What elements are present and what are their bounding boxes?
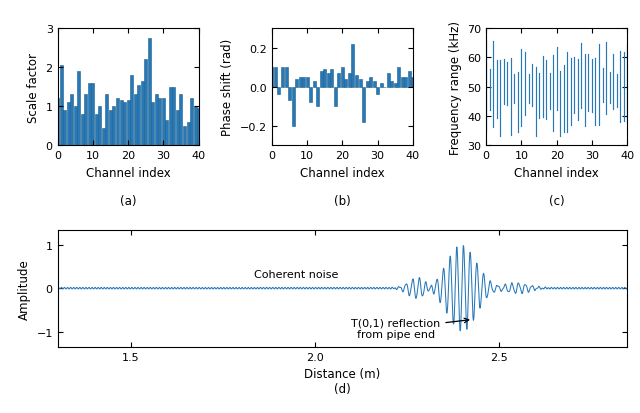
Bar (408, 72, 411, 88)
Bar (330, 70, 333, 88)
Bar (60, 66, 63, 146)
Bar (169, 88, 172, 146)
Bar (127, 101, 129, 146)
Bar (109, 111, 112, 146)
Bar (306, 78, 308, 88)
Bar (401, 78, 404, 88)
Bar (106, 95, 108, 146)
Text: (b): (b) (334, 195, 351, 208)
Bar (81, 115, 84, 146)
Bar (92, 83, 94, 146)
Bar (412, 78, 414, 88)
Bar (99, 107, 101, 146)
Bar (394, 83, 397, 88)
Bar (67, 103, 70, 146)
Bar (176, 111, 179, 146)
Bar (387, 74, 390, 88)
Bar (70, 95, 73, 146)
Y-axis label: Phase shift (rad): Phase shift (rad) (221, 39, 234, 136)
Bar (376, 88, 379, 95)
Bar (155, 95, 158, 146)
Bar (278, 88, 280, 95)
Bar (162, 99, 165, 146)
Bar (141, 81, 144, 146)
Bar (74, 107, 77, 146)
Bar (355, 76, 358, 88)
Bar (179, 95, 182, 146)
Bar (285, 68, 287, 88)
Bar (281, 68, 284, 88)
Bar (197, 109, 200, 146)
Bar (337, 74, 340, 88)
Bar (63, 111, 66, 146)
Bar (56, 99, 59, 146)
Bar (404, 78, 407, 88)
Bar (193, 107, 196, 146)
Bar (190, 99, 193, 146)
Bar (316, 88, 319, 107)
Bar (77, 72, 80, 146)
Bar (186, 122, 189, 146)
Bar (362, 88, 365, 122)
X-axis label: Channel index: Channel index (300, 166, 385, 179)
Text: T(0,1) reflection
from pipe end: T(0,1) reflection from pipe end (351, 318, 468, 339)
Bar (369, 78, 372, 88)
Text: (a): (a) (120, 195, 136, 208)
Bar (292, 88, 294, 126)
Bar (183, 126, 186, 146)
Bar (137, 85, 140, 146)
Bar (390, 81, 393, 88)
Bar (348, 74, 351, 88)
Text: Coherent noise: Coherent noise (254, 269, 339, 279)
Bar (365, 81, 369, 88)
Bar (88, 83, 91, 146)
Bar (274, 68, 277, 88)
Bar (95, 115, 98, 146)
X-axis label: Channel index: Channel index (515, 166, 599, 179)
Bar (165, 121, 168, 146)
Bar (320, 72, 323, 88)
Bar (295, 80, 298, 88)
Bar (120, 101, 122, 146)
Bar (358, 80, 362, 88)
Bar (309, 88, 312, 103)
Bar (134, 95, 137, 146)
Bar (344, 80, 348, 88)
Bar (327, 74, 330, 88)
Y-axis label: Frequency range (kHz): Frequency range (kHz) (449, 21, 461, 154)
X-axis label: Distance (m): Distance (m) (304, 367, 381, 380)
Bar (148, 39, 151, 146)
Bar (113, 107, 115, 146)
Bar (116, 99, 119, 146)
Bar (172, 88, 175, 146)
Bar (351, 45, 355, 88)
Bar (334, 88, 337, 107)
Bar (323, 70, 326, 88)
Bar (299, 78, 301, 88)
Bar (158, 99, 161, 146)
Bar (313, 81, 316, 88)
Bar (341, 68, 344, 88)
Bar (123, 103, 126, 146)
Y-axis label: Amplitude: Amplitude (18, 258, 31, 319)
Bar (380, 83, 383, 88)
Bar (271, 68, 273, 88)
Bar (102, 128, 105, 146)
Bar (397, 68, 400, 88)
Bar (84, 95, 87, 146)
Bar (302, 78, 305, 88)
Bar (288, 88, 291, 101)
Bar (144, 60, 147, 146)
X-axis label: Channel index: Channel index (86, 166, 170, 179)
Text: (c): (c) (549, 195, 564, 208)
Text: (d): (d) (334, 382, 351, 395)
Y-axis label: Scale factor: Scale factor (27, 52, 40, 122)
Bar (151, 103, 154, 146)
Bar (372, 81, 376, 88)
Bar (130, 76, 133, 146)
